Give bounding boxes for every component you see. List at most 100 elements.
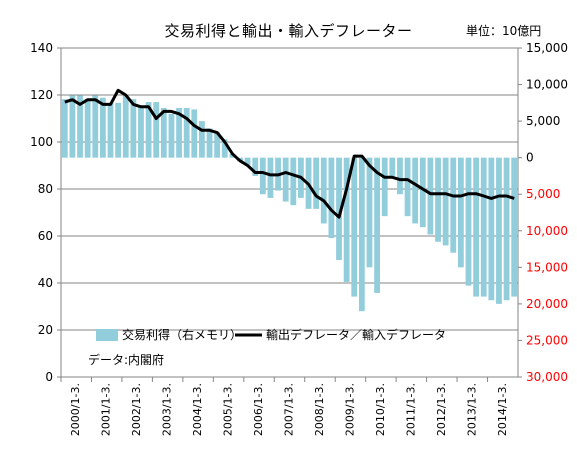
bar bbox=[435, 157, 441, 242]
line-path bbox=[64, 88, 515, 219]
bar bbox=[351, 157, 358, 297]
bar bbox=[229, 154, 236, 158]
x-tick-label: 2010/1-3. bbox=[374, 383, 387, 436]
bar bbox=[450, 157, 457, 253]
bar bbox=[397, 157, 403, 195]
right-tick-label: 5,000 bbox=[526, 187, 560, 201]
x-tick-label: 2014/1-3. bbox=[496, 383, 509, 436]
bar bbox=[282, 157, 289, 202]
bar bbox=[313, 157, 320, 209]
x-tick-label: 2011/1-3. bbox=[404, 383, 417, 436]
left-tick-label: 100 bbox=[30, 135, 53, 149]
right-tick-label: 30,000 bbox=[526, 370, 568, 384]
legend-swatch-bars bbox=[96, 329, 118, 341]
bar bbox=[191, 109, 198, 158]
bar bbox=[145, 102, 152, 158]
bar bbox=[267, 157, 274, 198]
bar bbox=[473, 157, 480, 297]
bar bbox=[160, 107, 167, 158]
bar bbox=[176, 107, 182, 158]
bar bbox=[206, 128, 213, 158]
bar-series bbox=[61, 95, 518, 312]
left-tick-label: 0 bbox=[45, 370, 53, 384]
right-tick-label: 20,000 bbox=[526, 297, 568, 311]
bar bbox=[153, 102, 160, 158]
bar bbox=[427, 157, 434, 235]
bar bbox=[419, 157, 426, 228]
bar bbox=[259, 157, 266, 195]
bar bbox=[465, 157, 472, 286]
bar bbox=[122, 95, 129, 158]
left-tick-label: 80 bbox=[38, 182, 53, 196]
bar bbox=[199, 121, 205, 158]
x-tick-label: 2007/1-3. bbox=[283, 383, 296, 436]
x-tick-label: 2013/1-3. bbox=[465, 383, 478, 436]
chart-title: 交易利得と輸出・輸入デフレーター bbox=[164, 22, 413, 40]
bar bbox=[183, 107, 190, 158]
left-tick-label: 60 bbox=[38, 229, 53, 243]
unit-label: 単位：10億円 bbox=[466, 24, 542, 38]
x-tick-label: 2001/1-3. bbox=[100, 383, 113, 436]
bar bbox=[412, 157, 419, 224]
bar bbox=[130, 99, 137, 158]
bar bbox=[107, 102, 114, 158]
bar bbox=[138, 106, 144, 158]
bar bbox=[221, 139, 228, 158]
bar bbox=[92, 95, 99, 158]
right-tick-label: 10,000 bbox=[526, 224, 568, 238]
x-tick-label: 2002/1-3. bbox=[130, 383, 143, 436]
bar bbox=[496, 157, 502, 304]
bar bbox=[69, 95, 76, 158]
bar bbox=[511, 157, 518, 297]
bar bbox=[457, 157, 464, 268]
bar bbox=[374, 157, 380, 293]
x-tick-label: 2004/1-3. bbox=[191, 383, 204, 436]
bar bbox=[336, 157, 342, 261]
bar bbox=[389, 157, 396, 176]
x-tick-label: 2012/1-3. bbox=[435, 383, 448, 436]
legend-label-line: 輸出デフレータ／輸入デフレータ bbox=[266, 327, 446, 342]
bar bbox=[244, 157, 251, 165]
left-tick-label: 140 bbox=[30, 41, 53, 55]
bar bbox=[99, 97, 106, 158]
bar bbox=[442, 157, 449, 246]
left-tick-label: 20 bbox=[38, 323, 53, 337]
bar bbox=[480, 157, 487, 297]
bar bbox=[115, 102, 122, 158]
axes: 0 20 40 60 80 100 120 140 15,000 10,000 5,000 0 5,00… bbox=[30, 41, 568, 436]
x-tick-label: 2000/1-3. bbox=[69, 383, 82, 436]
bar bbox=[343, 157, 350, 282]
left-tick-label: 40 bbox=[38, 276, 53, 290]
x-tick-label: 2006/1-3. bbox=[252, 383, 265, 436]
bar bbox=[358, 157, 365, 312]
bar bbox=[168, 113, 175, 158]
bar bbox=[77, 95, 83, 158]
x-tick-label: 2008/1-3. bbox=[313, 383, 326, 436]
bar bbox=[328, 157, 335, 239]
bar bbox=[290, 157, 297, 206]
bar bbox=[61, 99, 68, 158]
right-tick-label: 25,000 bbox=[526, 333, 568, 347]
legend-label-bars: 交易利得（右メモリ） bbox=[122, 327, 242, 342]
source-note: データ:内閣府 bbox=[88, 352, 164, 367]
bar bbox=[320, 157, 327, 224]
bar bbox=[214, 132, 221, 158]
x-tick-label: 2003/1-3. bbox=[161, 383, 174, 436]
bar bbox=[252, 157, 259, 176]
bar bbox=[84, 99, 91, 158]
right-tick-label: 15,000 bbox=[526, 41, 568, 55]
x-tick-label: 2009/1-3. bbox=[343, 383, 356, 436]
right-tick-label: 10,000 bbox=[526, 78, 568, 92]
bar bbox=[488, 157, 495, 301]
gridlines bbox=[61, 47, 518, 331]
line-series bbox=[64, 88, 515, 219]
bar bbox=[366, 157, 373, 268]
right-tick-label: 0 bbox=[526, 151, 534, 165]
right-tick-label: 5,000 bbox=[526, 114, 560, 128]
left-tick-label: 120 bbox=[30, 88, 53, 102]
bar bbox=[503, 157, 510, 301]
x-tick-label: 2005/1-3. bbox=[222, 383, 235, 436]
bar bbox=[381, 157, 388, 217]
